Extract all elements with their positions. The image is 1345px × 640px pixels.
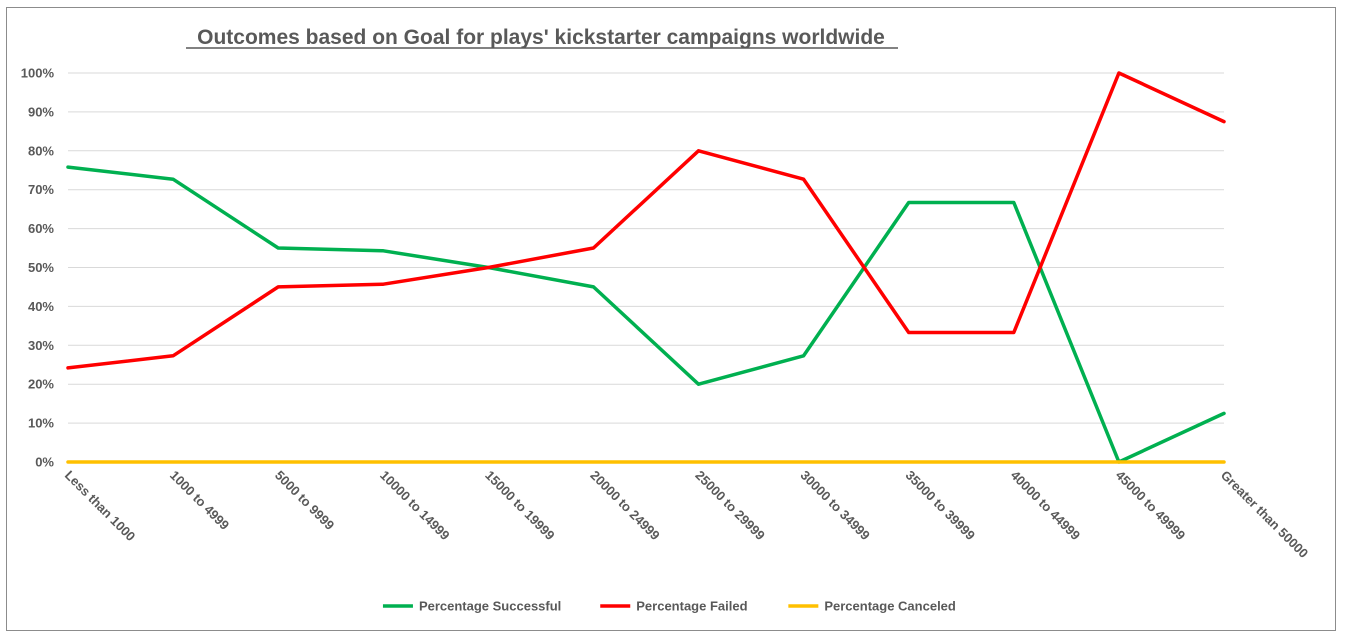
series-line-0 (66, 165, 1226, 464)
data-point (172, 178, 174, 180)
legend: Percentage Successful Percentage Failed Pe… (382, 599, 956, 614)
x-axis-tick-labels: Less than 1000 1000 to 4999 5000 to 9999 10… (62, 468, 1311, 561)
legend-label: Percentage Canceled (824, 599, 956, 614)
x-tick-label: 30000 to 34999 (798, 468, 874, 544)
data-point (67, 461, 69, 463)
x-tick-label: Less than 1000 (62, 468, 139, 545)
data-point (907, 331, 910, 334)
y-tick-label: 80% (28, 143, 54, 158)
data-point (592, 247, 595, 249)
data-point (67, 367, 69, 369)
data-point (487, 266, 490, 269)
chart-title-group: Outcomes based on Goal for plays' kickst… (186, 26, 898, 49)
y-axis-tick-labels: 0% 10% 20% 30% 40% 50% 60% 70% 80% 90% 100% (21, 66, 55, 470)
x-tick-label: Greater than 50000 (1218, 468, 1311, 561)
data-point (382, 461, 385, 463)
data-point (67, 166, 69, 168)
y-tick-label: 10% (28, 416, 54, 431)
gridlines (68, 72, 1224, 463)
y-tick-label: 30% (28, 338, 54, 353)
data-point (697, 383, 700, 386)
x-tick-label: 20000 to 24999 (587, 468, 663, 544)
data-point (382, 283, 385, 286)
data-point (172, 355, 174, 357)
y-tick-label: 40% (28, 299, 54, 314)
data-point (1223, 120, 1225, 123)
data-point (802, 355, 805, 357)
x-tick-label: 1000 to 4999 (167, 468, 232, 533)
y-tick-label: 60% (28, 221, 54, 236)
data-point (1223, 461, 1225, 463)
data-point (1013, 201, 1015, 204)
data-point (487, 461, 490, 463)
y-tick-label: 100% (21, 66, 55, 81)
y-tick-label: 0% (35, 455, 54, 470)
data-point (172, 461, 174, 463)
x-tick-label: 5000 to 9999 (272, 468, 337, 533)
data-point (697, 461, 700, 463)
x-tick-label: 35000 to 39999 (903, 468, 979, 544)
data-point (277, 247, 279, 249)
y-tick-label: 20% (28, 377, 54, 392)
data-point (802, 461, 805, 463)
data-point (1118, 72, 1120, 74)
data-point (907, 461, 910, 463)
x-tick-label: 45000 to 49999 (1113, 468, 1189, 544)
data-point (592, 461, 595, 463)
legend-label: Percentage Failed (636, 599, 747, 614)
x-tick-label: 15000 to 19999 (482, 468, 558, 544)
y-tick-label: 70% (28, 182, 54, 197)
chart-title: Outcomes based on Goal for plays' kickst… (197, 26, 885, 49)
data-point (697, 150, 700, 152)
data-point (802, 178, 805, 180)
y-tick-label: 50% (28, 260, 54, 275)
data-point (1118, 461, 1120, 463)
series-lines (66, 71, 1226, 464)
legend-label: Percentage Successful (419, 599, 561, 614)
x-tick-label: 40000 to 44999 (1008, 468, 1084, 544)
data-point (1223, 412, 1225, 415)
series-line-1 (66, 71, 1226, 370)
x-tick-label: 25000 to 29999 (692, 468, 768, 544)
data-point (592, 286, 595, 288)
data-point (382, 249, 385, 252)
y-tick-label: 90% (28, 104, 54, 119)
data-point (1013, 331, 1015, 334)
data-point (277, 461, 279, 463)
data-point (907, 201, 910, 204)
data-point (1013, 461, 1015, 463)
x-tick-label: 10000 to 14999 (377, 468, 453, 544)
data-point (277, 286, 279, 288)
